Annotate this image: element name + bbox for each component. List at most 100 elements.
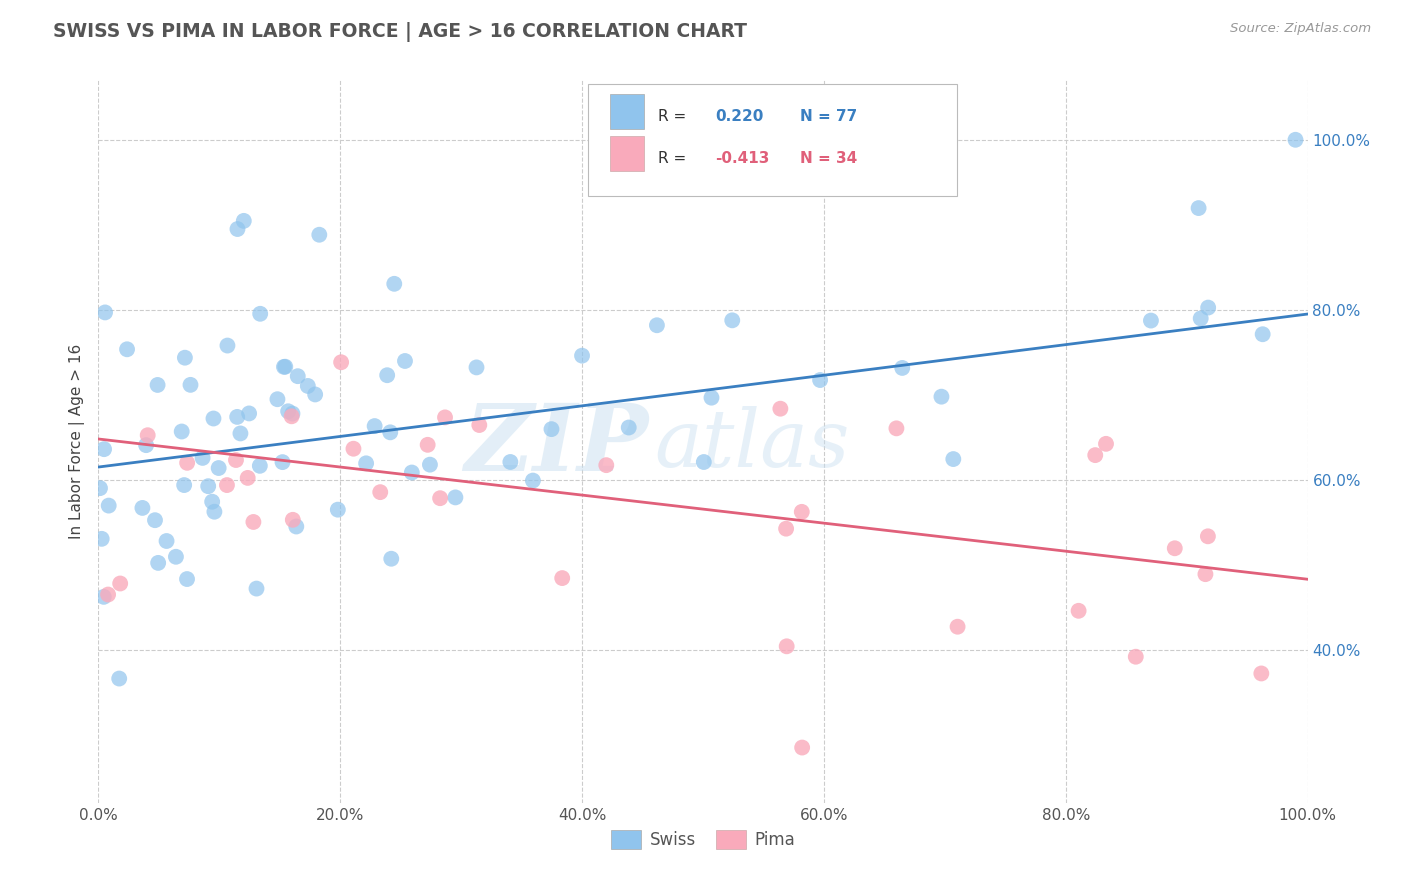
Text: R =: R = bbox=[658, 109, 692, 124]
Text: atlas: atlas bbox=[655, 407, 851, 483]
Point bbox=[394, 354, 416, 368]
Point bbox=[93, 442, 115, 457]
Point bbox=[522, 474, 544, 488]
Point bbox=[540, 422, 562, 436]
Point bbox=[1197, 301, 1219, 315]
Point bbox=[1189, 311, 1212, 326]
Point bbox=[434, 410, 457, 425]
Point bbox=[131, 500, 153, 515]
Text: Source: ZipAtlas.com: Source: ZipAtlas.com bbox=[1230, 22, 1371, 36]
Point bbox=[285, 519, 308, 533]
Point bbox=[245, 582, 267, 596]
Point bbox=[202, 505, 225, 519]
Point bbox=[1125, 649, 1147, 664]
Point bbox=[143, 513, 166, 527]
Point bbox=[281, 513, 304, 527]
FancyBboxPatch shape bbox=[610, 94, 644, 128]
Point bbox=[776, 640, 799, 654]
Point bbox=[946, 620, 969, 634]
Point bbox=[280, 409, 302, 424]
Point bbox=[232, 214, 254, 228]
Point bbox=[792, 740, 814, 755]
Point bbox=[176, 572, 198, 586]
Text: SWISS VS PIMA IN LABOR FORCE | AGE > 16 CORRELATION CHART: SWISS VS PIMA IN LABOR FORCE | AGE > 16 … bbox=[53, 22, 748, 42]
Point bbox=[1251, 327, 1274, 342]
Point bbox=[271, 455, 294, 469]
Point bbox=[249, 458, 271, 473]
Text: 0.220: 0.220 bbox=[716, 109, 763, 124]
Point bbox=[90, 532, 112, 546]
Point bbox=[174, 351, 197, 365]
Y-axis label: In Labor Force | Age > 16: In Labor Force | Age > 16 bbox=[69, 344, 86, 539]
Point bbox=[155, 534, 177, 549]
Point bbox=[215, 478, 238, 492]
Text: -0.413: -0.413 bbox=[716, 151, 769, 166]
Point bbox=[775, 522, 797, 536]
Point bbox=[242, 515, 264, 529]
Point bbox=[179, 377, 201, 392]
Point bbox=[136, 428, 159, 442]
Point bbox=[571, 349, 593, 363]
FancyBboxPatch shape bbox=[588, 84, 957, 196]
Point bbox=[790, 505, 813, 519]
Point bbox=[202, 411, 225, 425]
Point bbox=[1187, 201, 1209, 215]
Point bbox=[401, 466, 423, 480]
Point bbox=[380, 425, 402, 440]
Point bbox=[891, 360, 914, 375]
Text: R =: R = bbox=[658, 151, 692, 166]
Point bbox=[330, 355, 353, 369]
Point bbox=[308, 227, 330, 242]
Point bbox=[201, 494, 224, 508]
Point bbox=[363, 419, 385, 434]
Point bbox=[135, 438, 157, 452]
FancyBboxPatch shape bbox=[610, 136, 644, 170]
Point bbox=[225, 453, 247, 467]
Point bbox=[465, 360, 488, 375]
Point bbox=[287, 369, 309, 384]
Point bbox=[419, 458, 441, 472]
Point bbox=[97, 499, 120, 513]
Point bbox=[700, 391, 723, 405]
Point bbox=[595, 458, 617, 472]
Point bbox=[931, 390, 953, 404]
Point bbox=[236, 471, 259, 485]
Point bbox=[499, 455, 522, 469]
Point bbox=[146, 378, 169, 392]
Point bbox=[693, 455, 716, 469]
Point bbox=[93, 590, 115, 604]
Point bbox=[429, 491, 451, 506]
Text: N = 34: N = 34 bbox=[800, 151, 858, 166]
Point bbox=[297, 379, 319, 393]
Point bbox=[444, 491, 467, 505]
Point bbox=[1194, 567, 1216, 582]
Point bbox=[1067, 604, 1090, 618]
Point bbox=[342, 442, 364, 456]
Point bbox=[1164, 541, 1187, 556]
Point bbox=[226, 222, 249, 236]
Point bbox=[238, 406, 260, 420]
Point bbox=[249, 307, 271, 321]
Point bbox=[281, 407, 304, 421]
Point bbox=[1250, 666, 1272, 681]
Point bbox=[115, 343, 138, 357]
Point bbox=[1197, 529, 1219, 543]
Point bbox=[165, 549, 187, 564]
Point bbox=[1284, 133, 1306, 147]
Legend: Swiss, Pima: Swiss, Pima bbox=[605, 823, 801, 856]
Point bbox=[326, 502, 349, 516]
Point bbox=[274, 359, 297, 374]
Point bbox=[416, 438, 439, 452]
Point bbox=[217, 338, 239, 352]
Point bbox=[146, 556, 169, 570]
Point bbox=[942, 452, 965, 467]
Point bbox=[382, 277, 405, 291]
Point bbox=[89, 481, 111, 495]
Text: N = 77: N = 77 bbox=[800, 109, 858, 124]
Point bbox=[197, 479, 219, 493]
Point bbox=[191, 450, 214, 465]
Point bbox=[208, 461, 231, 475]
Point bbox=[273, 359, 295, 374]
Point bbox=[468, 417, 491, 432]
Point bbox=[1140, 313, 1163, 327]
